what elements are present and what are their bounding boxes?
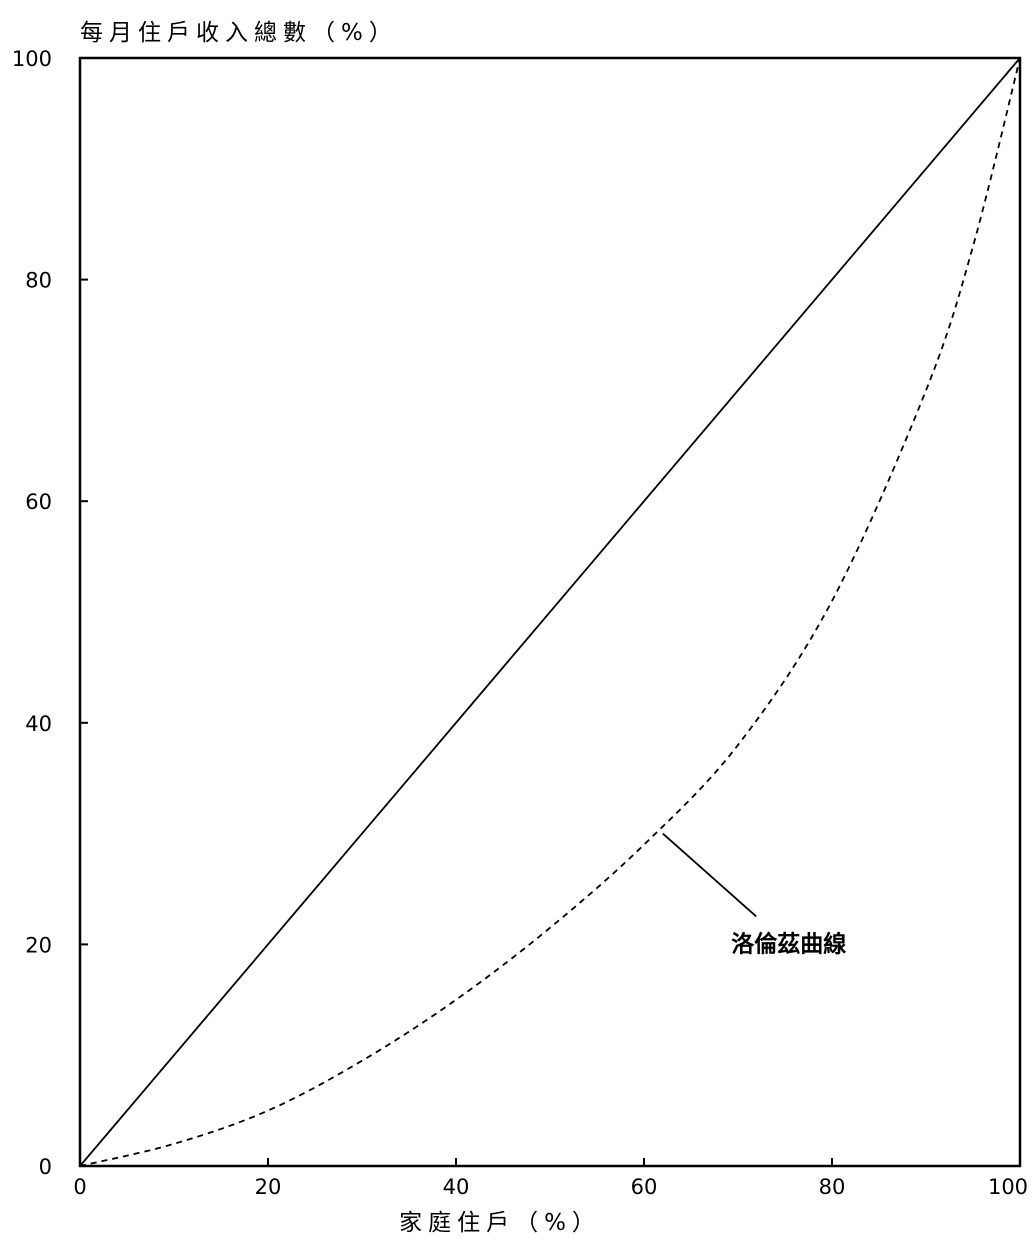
y-tick-label: 40 [25,712,52,736]
y-tick-label: 100 [12,47,52,71]
x-tick-label: 100 [988,1175,1028,1199]
y-tick-label: 20 [25,933,52,957]
series-layer [79,57,1021,1167]
x-tick-label: 40 [443,1175,470,1199]
x-axis-ticks: 0 20 40 60 80 100 [73,1158,1028,1199]
x-axis-title: 家庭住戶（%） [399,1210,601,1236]
x-tick-label: 60 [631,1175,658,1199]
x-tick-label: 80 [819,1175,846,1199]
plot-frame [78,56,1022,1168]
y-tick-label: 0 [39,1155,52,1179]
annotation-label: 洛倫茲曲線 [731,930,846,957]
y-tick-label: 60 [25,490,52,514]
x-tick-label: 20 [255,1175,282,1199]
equality-line [79,57,1021,1167]
y-tick-label: 80 [25,269,52,293]
x-tick-label: 0 [73,1175,86,1199]
y-axis-ticks: 0 20 40 60 80 100 [12,47,88,1179]
y-axis-title: 每月住戶收入總數（%） [80,20,398,46]
annotation-leader-line [662,832,757,918]
